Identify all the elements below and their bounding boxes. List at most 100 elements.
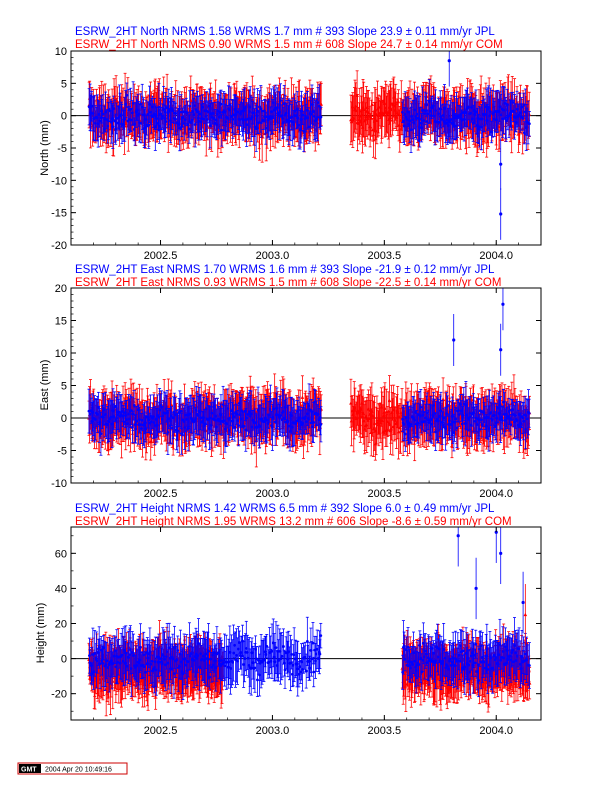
north-ytick-label: -15 — [51, 208, 67, 220]
north-jpl-point — [437, 120, 441, 124]
north-jpl-point — [256, 109, 260, 113]
north-jpl-point — [197, 119, 201, 123]
north-com-point — [396, 99, 401, 104]
north-jpl-point — [301, 113, 305, 117]
north-jpl-point — [419, 121, 423, 125]
north-jpl-point — [213, 121, 217, 125]
north-jpl-point — [507, 114, 511, 118]
north-jpl-point — [101, 112, 105, 116]
north-jpl-point — [178, 126, 182, 130]
north-ytick-label: -10 — [51, 175, 67, 187]
north-jpl-point — [100, 109, 104, 113]
north-outlier — [447, 51, 451, 87]
north-jpl-point — [449, 118, 453, 121]
north-jpl-point — [264, 126, 268, 130]
north-com-point — [355, 93, 359, 97]
north-jpl-point — [437, 112, 440, 116]
north-jpl-point — [199, 120, 203, 124]
north-jpl-point — [440, 117, 444, 121]
north-jpl-point — [98, 119, 102, 123]
north-com-point — [289, 100, 294, 104]
north-jpl-point — [193, 104, 197, 107]
north-axes: -20 -15 -10 -5 0 5 10 2002.5 2003.0 2003.5 2004.0 — [51, 46, 542, 262]
north-jpl-point — [182, 110, 186, 114]
north-jpl-point — [99, 116, 103, 119]
north-jpl-point — [123, 117, 127, 121]
north-jpl-point — [511, 100, 515, 104]
north-jpl-point — [188, 104, 192, 108]
north-com-point — [370, 102, 374, 107]
north-jpl-point — [425, 103, 428, 107]
north-jpl-point — [145, 123, 149, 127]
north-outlier-point — [447, 59, 451, 63]
north-jpl-point — [202, 117, 205, 121]
north-com-point — [297, 103, 302, 107]
north-marks — [71, 51, 541, 240]
north-jpl-point — [242, 109, 246, 112]
north-data-layer — [71, 51, 541, 240]
north-jpl-point — [129, 118, 133, 122]
north-jpl-point — [521, 116, 525, 120]
north-ytick-label: -5 — [57, 143, 67, 155]
north-jpl-point — [293, 109, 297, 113]
north-jpl-point — [220, 128, 224, 132]
north-jpl-point — [511, 109, 515, 113]
north-ytick-label: 10 — [55, 46, 67, 58]
north-ytick-label: -20 — [51, 240, 67, 252]
north-jpl-point — [415, 112, 419, 116]
north-xtick-label: 2002.5 — [144, 250, 178, 262]
north-jpl-point — [290, 115, 293, 119]
east-marks — [71, 288, 541, 468]
north-jpl-point — [483, 112, 487, 116]
north-jpl-point — [522, 103, 526, 107]
north-xtick-label: 2004.0 — [479, 250, 513, 262]
north-jpl-point — [297, 123, 301, 127]
north-jpl-point — [417, 117, 421, 121]
north-jpl-point — [139, 122, 143, 125]
north-jpl-point — [477, 125, 481, 129]
north-jpl-point — [426, 112, 430, 116]
north-jpl-point — [112, 107, 116, 110]
north-jpl-point — [160, 117, 164, 120]
north-jpl-point — [259, 121, 263, 125]
north-jpl-point — [319, 115, 323, 119]
north-jpl-point — [167, 109, 171, 113]
north-jpl-point — [187, 127, 191, 131]
north-jpl-point — [474, 110, 478, 114]
north-jpl-point — [179, 110, 183, 114]
north-jpl-point — [479, 117, 482, 121]
east-jpl-header: ESRW_2HT East NRMS 1.70 WRMS 1.6 mm # 39… — [75, 264, 495, 276]
north-jpl-point — [316, 115, 319, 119]
north-jpl-point — [261, 118, 265, 122]
north-panel: ESRW_2HT North NRMS 1.58 WRMS 1.7 mm # 3… — [39, 26, 542, 262]
north-jpl-point — [428, 109, 432, 113]
north-jpl-point — [174, 111, 178, 115]
north-com-point — [349, 119, 354, 124]
north-com-point — [364, 114, 368, 119]
north-ytick-label: 0 — [61, 111, 67, 123]
north-jpl-point — [157, 105, 161, 109]
north-jpl-point — [421, 119, 425, 123]
north-jpl-point — [124, 102, 128, 106]
north-jpl-point — [228, 103, 232, 106]
north-jpl-point — [494, 118, 498, 122]
north-outlier-point — [499, 162, 503, 166]
north-jpl-point — [279, 99, 282, 102]
north-jpl-point — [410, 115, 413, 118]
north-jpl-point — [423, 112, 427, 116]
north-jpl-point — [160, 114, 164, 118]
north-ylabel: North (mm) — [39, 120, 51, 176]
north-xtick-label: 2003.0 — [256, 250, 290, 262]
north-jpl-point — [106, 124, 110, 128]
east-com-header: ESRW_2HT East NRMS 0.93 WRMS 1.5 mm # 60… — [75, 277, 501, 289]
north-jpl-point — [438, 107, 442, 111]
north-jpl-point — [443, 106, 446, 110]
north-ytick-label: 5 — [61, 78, 67, 90]
north-jpl-point — [219, 102, 223, 106]
north-com-point — [319, 102, 324, 106]
north-jpl-point — [169, 107, 173, 110]
north-jpl-point — [309, 112, 313, 116]
north-jpl-point — [119, 113, 123, 116]
north-jpl-header: ESRW_2HT North NRMS 1.58 WRMS 1.7 mm # 3… — [75, 26, 495, 38]
